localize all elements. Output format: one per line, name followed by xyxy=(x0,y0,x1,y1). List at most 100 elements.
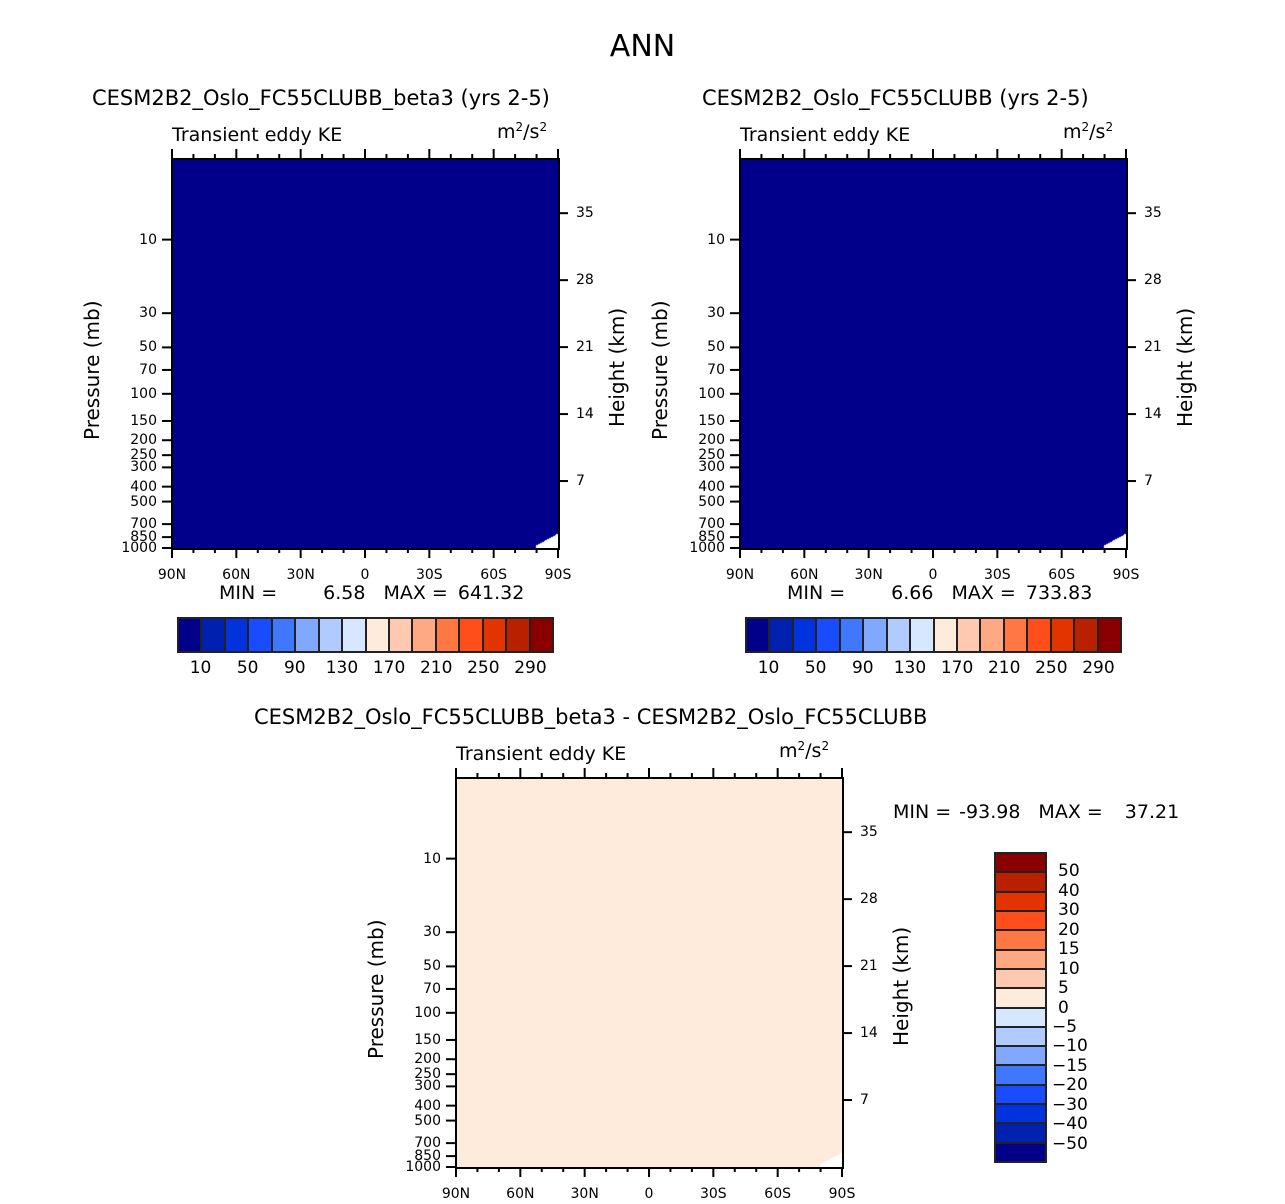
min-label: MIN = xyxy=(787,582,846,604)
colorbar-swatch xyxy=(507,619,531,651)
x-tick-label: 30N xyxy=(854,567,883,583)
colorbar-swatch xyxy=(225,619,250,651)
colorbar-swatch xyxy=(389,619,414,651)
y-right-tick-label: 28 xyxy=(860,891,878,908)
colorbar-swatch xyxy=(996,892,1045,912)
x-tick-label: 60S xyxy=(480,567,508,583)
x-tick-label: 0 xyxy=(644,1186,654,1202)
y-tick-label: 150 xyxy=(414,1031,441,1048)
colorbar-swatch xyxy=(483,619,508,651)
y-tick-label: 700 xyxy=(130,516,157,533)
y-right-tick-label: 35 xyxy=(576,205,594,222)
x-tick-label: 90N xyxy=(441,1186,471,1202)
y-tick-label: 400 xyxy=(698,478,725,495)
x-tick-label: 30N xyxy=(286,567,315,583)
y-tick-label: 50 xyxy=(707,339,725,356)
x-tick-label: 30N xyxy=(570,1186,599,1202)
stats-text: MIN = 6.66 MAX = 733.83 xyxy=(787,584,1092,603)
colorbar-label: 0 xyxy=(1058,997,1069,1018)
y-tick-label: 70 xyxy=(139,361,157,378)
x-tick-label: 90N xyxy=(725,567,755,583)
colorbar-label: 40 xyxy=(1058,880,1080,901)
max-value: 37.21 xyxy=(1124,801,1180,823)
colorbar-swatch xyxy=(840,619,865,651)
y-tick-label: 300 xyxy=(698,459,725,476)
max-label: MAX = xyxy=(383,582,448,604)
y-right-tick-label: 7 xyxy=(1144,473,1153,490)
colorbar-label: −20 xyxy=(1052,1075,1088,1096)
y-tick-label: 30 xyxy=(707,305,725,322)
colorbar-label: 130 xyxy=(325,658,359,678)
y-tick-label: 1000 xyxy=(689,540,725,556)
y-axis-label: Pressure (mb) xyxy=(364,919,388,1059)
colorbar-swatch xyxy=(343,619,367,651)
colorbar-label: −30 xyxy=(1052,1094,1088,1115)
colorbar-swatch xyxy=(996,989,1045,1009)
max-value: 641.32 xyxy=(457,582,525,604)
x-tick-label: 60N xyxy=(790,567,819,583)
x-tick-label: 60S xyxy=(764,1186,792,1202)
y-tick-label: 250 xyxy=(130,447,157,464)
units-exp: 2 xyxy=(515,120,524,134)
colorbar-swatch xyxy=(1075,619,1099,651)
max-label: MAX = xyxy=(1038,801,1103,823)
y-right-tick-label: 14 xyxy=(1144,406,1162,423)
y-right-tick-label: 21 xyxy=(1144,339,1162,356)
units-mid: /s xyxy=(805,740,822,762)
y-tick-label: 150 xyxy=(130,412,157,429)
units-label: m2/s2 xyxy=(1063,121,1113,143)
units-exp: 2 xyxy=(797,739,806,753)
min-value: 6.66 xyxy=(891,582,934,604)
y-tick-label: 100 xyxy=(414,1004,441,1021)
y-tick-label: 30 xyxy=(139,305,157,322)
y-tick-label: 400 xyxy=(130,478,157,495)
axes xyxy=(162,149,568,558)
panel-title: CESM2B2_Oslo_FC55CLUBB (yrs 2-5) xyxy=(702,86,1089,110)
colorbar-swatch xyxy=(996,931,1045,951)
x-tick-label: 30S xyxy=(415,567,443,583)
y-tick-label: 1000 xyxy=(405,1159,441,1175)
units-mid: /s xyxy=(523,121,540,143)
y-axis-right-label: Height (km) xyxy=(1173,307,1197,427)
units-exp: 2 xyxy=(539,120,548,134)
x-tick-label: 0 xyxy=(928,567,938,583)
colorbar-swatch xyxy=(981,619,1005,651)
stats-text: MIN = 6.58 MAX = 641.32 xyxy=(219,584,524,603)
colorbar-label: 210 xyxy=(987,658,1021,678)
x-tick-label: 90S xyxy=(1112,567,1140,583)
colorbar-label: 50 xyxy=(804,658,827,678)
contour-field xyxy=(740,159,1126,548)
colorbar-label: 170 xyxy=(372,658,406,678)
colorbar-swatch xyxy=(1028,619,1052,651)
y-right-tick-label: 35 xyxy=(1144,205,1162,222)
y-tick-label: 250 xyxy=(698,447,725,464)
colorbar-label: 90 xyxy=(851,658,874,678)
y-right-tick-label: 35 xyxy=(860,824,878,841)
colorbar-swatch xyxy=(911,619,935,651)
axes xyxy=(446,768,852,1177)
colorbar-swatch xyxy=(996,1124,1045,1144)
max-value: 733.83 xyxy=(1025,582,1093,604)
axes xyxy=(730,149,1136,558)
contour-field xyxy=(456,778,842,1167)
y-tick-label: 200 xyxy=(414,1051,441,1068)
colorbar-label: −40 xyxy=(1052,1114,1088,1135)
x-tick-label: 30S xyxy=(699,1186,727,1202)
colorbar-label: 15 xyxy=(1058,939,1080,960)
colorbar-swatch xyxy=(249,619,273,651)
colorbar-label: 20 xyxy=(1058,919,1080,940)
y-tick-label: 50 xyxy=(139,339,157,356)
y-tick-label: 150 xyxy=(698,412,725,429)
panel-title: CESM2B2_Oslo_FC55CLUBB_beta3 - CESM2B2_O… xyxy=(254,705,928,729)
y-tick-label: 30 xyxy=(423,924,441,941)
units-base: m xyxy=(1063,121,1082,143)
y-right-tick-label: 28 xyxy=(1144,272,1162,289)
y-right-tick-label: 21 xyxy=(576,339,594,356)
colorbar-swatch xyxy=(996,1027,1045,1048)
y-tick-label: 500 xyxy=(698,493,725,510)
max-label: MAX = xyxy=(951,582,1016,604)
colorbar-swatch xyxy=(366,619,390,651)
colorbar-swatch xyxy=(996,1105,1045,1125)
colorbar-swatch xyxy=(436,619,461,651)
colorbar-swatch xyxy=(996,1047,1045,1067)
